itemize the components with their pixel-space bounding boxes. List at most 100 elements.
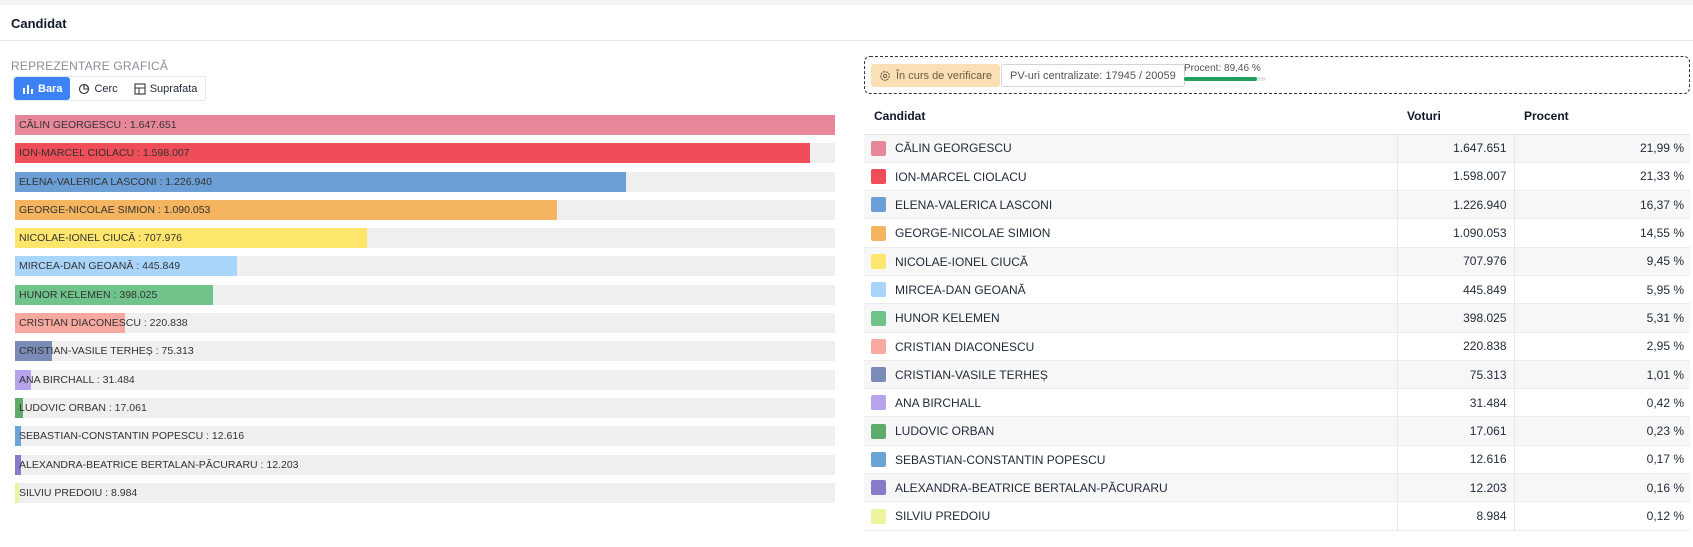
table-row[interactable]: SILVIU PREDOIU 8.984 0,12 % bbox=[864, 501, 1690, 531]
votes-cell: 1.598.007 bbox=[1397, 162, 1515, 192]
bar[interactable] bbox=[15, 284, 214, 305]
table-row[interactable]: ELENA-VALERICA LASCONI 1.226.940 16,37 % bbox=[864, 190, 1690, 220]
candidate-cell: HUNOR KELEMEN bbox=[864, 303, 1398, 333]
bar[interactable] bbox=[15, 228, 368, 249]
table-row[interactable]: CRISTIAN-VASILE TERHEȘ 75.313 1,01 % bbox=[864, 360, 1690, 390]
bar[interactable] bbox=[15, 143, 811, 164]
candidate-name: HUNOR KELEMEN bbox=[895, 311, 1000, 326]
table-row[interactable]: MIRCEA-DAN GEOANĂ 445.849 5,95 % bbox=[864, 275, 1690, 305]
percent-cell: 0,42 % bbox=[1514, 388, 1690, 418]
votes-cell: 1.226.940 bbox=[1397, 190, 1515, 220]
top-strip bbox=[0, 0, 1693, 5]
table-row[interactable]: CĂLIN GEORGESCU 1.647.651 21,99 % bbox=[864, 134, 1690, 163]
bar-label: CRISTIAN-VASILE TERHEȘ : 75.313 bbox=[19, 345, 194, 358]
pv-count-badge: PV-uri centralizate: 17945 / 20059 bbox=[1001, 64, 1185, 87]
bar[interactable] bbox=[15, 397, 24, 418]
table-row[interactable]: CRISTIAN DIACONESCU 220.838 2,95 % bbox=[864, 332, 1690, 361]
votes-cell: 398.025 bbox=[1397, 303, 1515, 333]
bar-row: NICOLAE-IONEL CIUCĂ : 707.976 bbox=[15, 228, 835, 249]
column-header-candidate[interactable]: Candidat bbox=[864, 98, 1397, 135]
candidate-cell: CRISTIAN DIACONESCU bbox=[864, 332, 1398, 361]
bar[interactable] bbox=[15, 256, 237, 277]
percent-cell: 5,31 % bbox=[1514, 303, 1690, 333]
pv-label: PV-uri centralizate: 17945 / 20059 bbox=[1010, 69, 1176, 82]
bar[interactable] bbox=[15, 341, 53, 362]
candidate-name: CĂLIN GEORGESCU bbox=[895, 141, 1012, 156]
percent-progress-bar bbox=[1184, 77, 1266, 81]
candidate-cell: SEBASTIAN-CONSTANTIN POPESCU bbox=[864, 445, 1398, 475]
color-swatch bbox=[871, 282, 886, 298]
toggle-bar-option[interactable]: Bara bbox=[14, 77, 71, 100]
page-header: Candidat bbox=[0, 5, 1693, 41]
bar-row: ALEXANDRA-BEATRICE BERTALAN-PĂCURARU : 1… bbox=[15, 454, 835, 475]
bar-row: LUDOVIC ORBAN : 17.061 bbox=[15, 397, 835, 418]
bar-row: MIRCEA-DAN GEOANĂ : 445.849 bbox=[15, 256, 835, 277]
bar-row: ANA BIRCHALL : 31.484 bbox=[15, 369, 835, 390]
table-row[interactable]: ION-MARCEL CIOLACU 1.598.007 21,33 % bbox=[864, 162, 1690, 192]
bar-label: CRISTIAN DIACONESCU : 220.838 bbox=[19, 317, 188, 330]
candidate-name: MIRCEA-DAN GEOANĂ bbox=[895, 282, 1026, 297]
bar-label: SEBASTIAN-CONSTANTIN POPESCU : 12.616 bbox=[19, 430, 245, 443]
bar-row: SILVIU PREDOIU : 8.984 bbox=[15, 482, 835, 503]
color-swatch bbox=[871, 254, 886, 269]
table-row[interactable]: ALEXANDRA-BEATRICE BERTALAN-PĂCURARU 12.2… bbox=[864, 473, 1690, 503]
bar[interactable] bbox=[15, 115, 835, 135]
toggle-circle-option[interactable]: Cerc bbox=[70, 77, 125, 100]
percent-cell: 2,95 % bbox=[1514, 332, 1690, 361]
votes-cell: 31.484 bbox=[1397, 388, 1515, 418]
toggle-bar-label: Bara bbox=[38, 82, 63, 95]
votes-cell: 707.976 bbox=[1397, 247, 1515, 276]
results-panel: În curs de verificare PV-uri centralizat… bbox=[864, 56, 1690, 531]
candidate-name: ALEXANDRA-BEATRICE BERTALAN-PĂCURARU bbox=[895, 480, 1168, 495]
percent-cell: 0,16 % bbox=[1514, 473, 1690, 503]
table-row[interactable]: LUDOVIC ORBAN 17.061 0,23 % bbox=[864, 416, 1690, 446]
percent-cell: 0,23 % bbox=[1514, 416, 1690, 446]
color-swatch bbox=[871, 197, 886, 213]
bar[interactable] bbox=[15, 313, 125, 334]
bar-label: LUDOVIC ORBAN : 17.061 bbox=[19, 401, 147, 414]
column-header-percent[interactable]: Procent bbox=[1514, 98, 1690, 135]
bar[interactable] bbox=[15, 426, 22, 447]
bar[interactable] bbox=[15, 369, 31, 390]
color-swatch bbox=[871, 423, 886, 439]
percent-progress-fill bbox=[1184, 77, 1258, 81]
candidate-cell: ION-MARCEL CIOLACU bbox=[864, 162, 1398, 192]
bar-row: ELENA-VALERICA LASCONI : 1.226.940 bbox=[15, 171, 835, 192]
votes-cell: 445.849 bbox=[1397, 275, 1515, 305]
pie-chart-icon bbox=[79, 83, 90, 94]
bar-label: MIRCEA-DAN GEOANĂ : 445.849 bbox=[19, 260, 181, 273]
bar[interactable] bbox=[15, 482, 20, 503]
bar-label: HUNOR KELEMEN : 398.025 bbox=[19, 288, 158, 301]
table-row[interactable]: ANA BIRCHALL 31.484 0,42 % bbox=[864, 388, 1690, 418]
bar-row: CRISTIAN DIACONESCU : 220.838 bbox=[15, 313, 835, 334]
candidate-cell: ANA BIRCHALL bbox=[864, 388, 1398, 418]
bar-label: SILVIU PREDOIU : 8.984 bbox=[19, 486, 138, 499]
color-swatch bbox=[871, 480, 886, 496]
bar[interactable] bbox=[15, 199, 558, 220]
candidate-name: ION-MARCEL CIOLACU bbox=[895, 169, 1027, 184]
percent-cell: 0,12 % bbox=[1514, 501, 1690, 531]
toggle-area-option[interactable]: Suprafata bbox=[126, 77, 206, 100]
area-chart-icon bbox=[134, 82, 146, 95]
candidate-cell: MIRCEA-DAN GEOANĂ bbox=[864, 275, 1398, 305]
candidate-name: ANA BIRCHALL bbox=[895, 395, 982, 410]
color-swatch bbox=[871, 452, 886, 468]
table-row[interactable]: HUNOR KELEMEN 398.025 5,31 % bbox=[864, 303, 1690, 333]
color-swatch bbox=[871, 169, 886, 185]
candidate-name: SILVIU PREDOIU bbox=[895, 509, 991, 524]
candidate-cell: CĂLIN GEORGESCU bbox=[864, 134, 1398, 163]
candidate-cell: SILVIU PREDOIU bbox=[864, 501, 1398, 531]
column-header-votes[interactable]: Voturi bbox=[1397, 98, 1514, 135]
candidate-name: ELENA-VALERICA LASCONI bbox=[895, 197, 1053, 212]
bar[interactable] bbox=[15, 454, 22, 475]
verification-label: În curs de verificare bbox=[896, 69, 992, 82]
results-table: Candidat Voturi Procent CĂLIN GEORGESCU 1… bbox=[864, 98, 1690, 531]
bar[interactable] bbox=[15, 171, 626, 192]
votes-cell: 12.203 bbox=[1397, 473, 1515, 503]
bar-chart: CĂLIN GEORGESCU : 1.647.651 ION-MARCEL CI… bbox=[15, 115, 835, 511]
table-row[interactable]: GEORGE-NICOLAE SIMION 1.090.053 14,55 % bbox=[864, 218, 1690, 248]
table-row[interactable]: SEBASTIAN-CONSTANTIN POPESCU 12.616 0,17 % bbox=[864, 445, 1690, 475]
bar-label: CĂLIN GEORGESCU : 1.647.651 bbox=[19, 119, 177, 131]
table-row[interactable]: NICOLAE-IONEL CIUCĂ 707.976 9,45 % bbox=[864, 247, 1690, 276]
percent-cell: 0,17 % bbox=[1514, 445, 1690, 475]
